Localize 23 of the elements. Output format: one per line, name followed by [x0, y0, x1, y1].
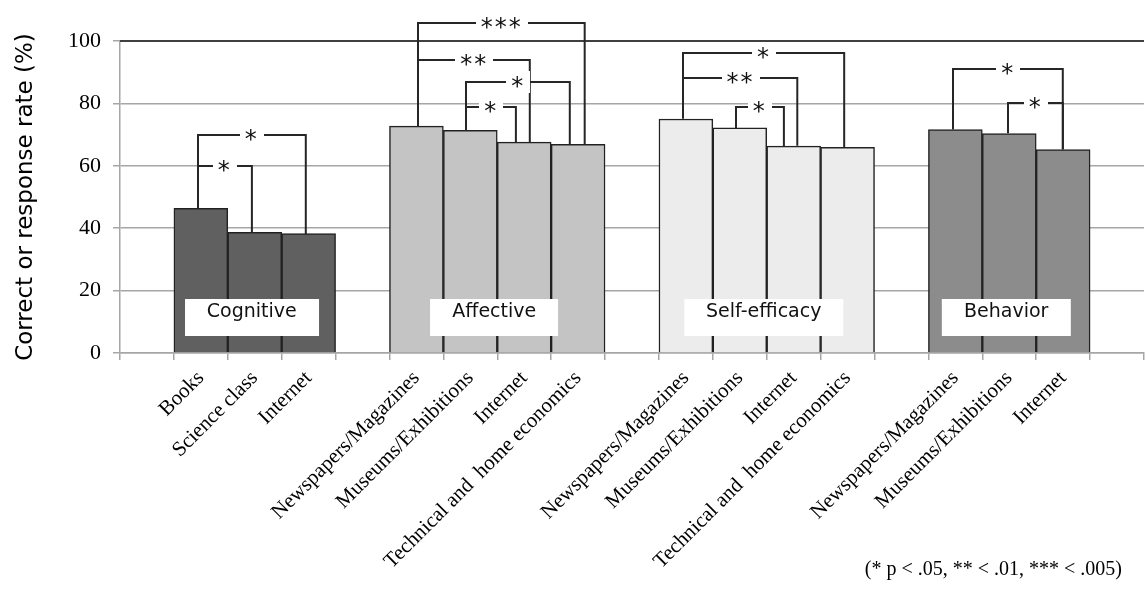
annotation: ** [459, 48, 490, 78]
text: (* p < .05, ** < .01, *** < .005) [864, 557, 1122, 580]
series-label: Cognitive [184, 299, 319, 336]
annotation: * [483, 95, 500, 125]
y-tick-label: 0 [90, 338, 101, 364]
annotation: * [510, 70, 527, 100]
annotation: *** [479, 12, 524, 41]
series-label: Self-efficacy [684, 299, 844, 336]
annotation: * [243, 123, 260, 153]
annotation: * [1027, 92, 1044, 122]
series-label: Behavior [942, 299, 1071, 336]
y-tick-label: 80 [79, 89, 101, 115]
annotation: * [756, 42, 772, 72]
series-label: Affective [430, 299, 559, 336]
y-tick-label: 60 [79, 151, 101, 177]
y-tick-label: 100 [68, 26, 101, 52]
annotation: ** [726, 68, 755, 97]
y-axis-title: Correct or response rate (%) [10, 33, 37, 361]
y-tick-label: 40 [79, 213, 101, 239]
y-tick-label: 20 [79, 276, 101, 302]
annotation: * [216, 154, 233, 184]
annotation: * [1000, 58, 1017, 88]
annotation: * [751, 95, 768, 125]
